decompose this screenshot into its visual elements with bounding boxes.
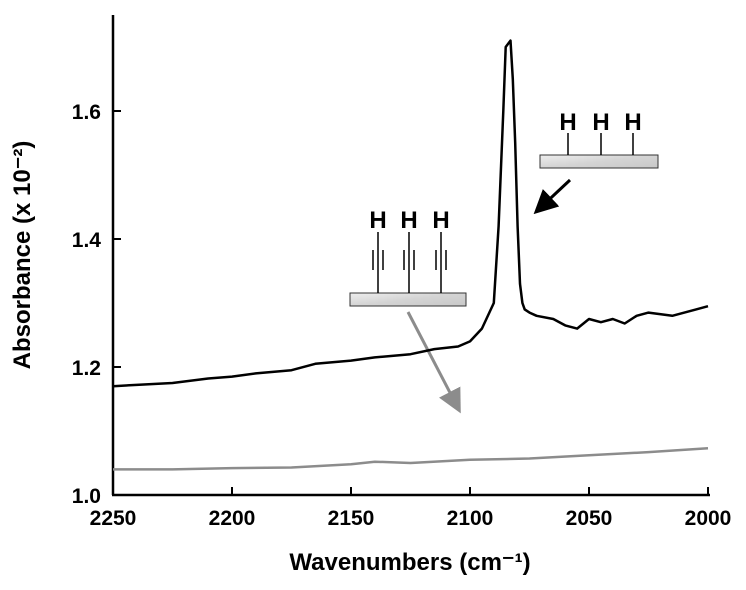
- x-tick-label: 2250: [90, 507, 137, 530]
- atom-label: H: [592, 109, 609, 136]
- atom-label: H: [559, 109, 576, 136]
- inset-single-bond: H H H: [533, 109, 659, 215]
- x-tick-label: 2200: [209, 507, 256, 530]
- y-tick-label: 1.0: [72, 485, 101, 508]
- x-tick-label: 2000: [685, 507, 732, 530]
- series-line: [112, 39, 709, 388]
- x-axis-title: Wavenumbers (cm⁻¹): [289, 549, 530, 576]
- x-tick-label: 2150: [328, 507, 375, 530]
- series-line: [113, 447, 709, 471]
- atom-label: H: [400, 207, 417, 234]
- y-tick-label: 1.6: [72, 101, 101, 124]
- y-tick-label: 1.2: [72, 357, 101, 380]
- x-tick-label: 2100: [447, 507, 494, 530]
- axes: [111, 15, 710, 497]
- atom-label: H: [624, 109, 641, 136]
- inset-multi-bond: [349, 232, 467, 307]
- arrow: [406, 311, 461, 414]
- atom-label: H: [432, 207, 449, 234]
- atom-label: H: [369, 207, 386, 234]
- y-tick-label: 1.4: [72, 229, 102, 252]
- x-tick-label: 2050: [566, 507, 613, 530]
- y-axis-title: Absorbance (x 10⁻²): [9, 141, 36, 370]
- arrow: [533, 178, 572, 215]
